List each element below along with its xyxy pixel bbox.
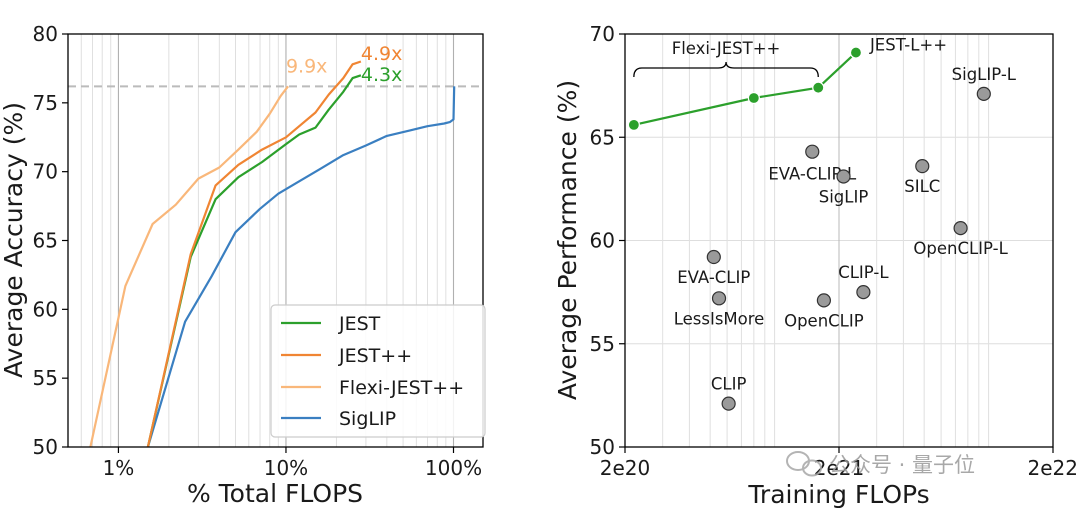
point-lessismore [711, 291, 727, 306]
point-eva-clip [706, 249, 721, 265]
series-line-flexi-jestpp [89, 85, 289, 447]
point-label-silc: SILC [904, 177, 940, 196]
right-chart-ticks: 50 55 60 65 70 2e20 2e21 2e22 [590, 22, 1078, 480]
series-label-flexi-jestpp: Flexi-JEST++ [672, 39, 781, 58]
point-label-eva-clip: EVA-CLIP [677, 268, 750, 287]
series-line-siglip [146, 86, 456, 447]
point-label-clip: CLIP [711, 375, 747, 394]
point-openclip [816, 293, 831, 308]
series-line-jestpp [146, 60, 362, 447]
legend-box [270, 304, 486, 438]
x-tick-label: 1% [103, 456, 135, 480]
point-silc [915, 159, 930, 174]
y-tick-label: 80 [33, 22, 58, 46]
point-siglip-l [976, 86, 991, 101]
legend-label-jestpp: JEST++ [338, 345, 412, 367]
watermark-text: 公众号 · 量子位 [829, 453, 975, 477]
performance-vs-training-flops-chart: SigLIP-L EVA-CLIP-L SigLIP SILC OpenCLIP-L EV… [553, 22, 1078, 509]
jest-marker [747, 91, 760, 105]
x-tick-label: 100% [425, 456, 482, 480]
right-x-axis-title: Training FLOPs [747, 480, 929, 509]
left-chart-series [89, 60, 456, 447]
jest-marker [849, 46, 863, 59]
legend-label-jest: JEST [338, 313, 381, 335]
y-tick-label: 60 [33, 297, 58, 321]
point-label-eva-clip-l: EVA-CLIP-L [768, 165, 857, 184]
point-siglip [836, 169, 851, 184]
accuracy-vs-flops-chart: 50 55 60 65 70 75 80 1% 10% 100% 9.9x 4.9x 4.3x J… [0, 22, 486, 508]
point-label-openclip-l: OpenCLIP-L [913, 239, 1008, 258]
right-chart-series [627, 46, 863, 131]
left-x-axis-title: % Total FLOPS [187, 479, 363, 508]
legend-label-flexi: Flexi-JEST++ [339, 377, 464, 399]
right-y-axis-title: Average Performance (%) [553, 80, 582, 400]
x-tick-label: 10% [264, 456, 308, 480]
speedup-annotations: 9.9x 4.9x 4.3x [286, 43, 402, 86]
y-tick-label: 50 [33, 435, 58, 459]
y-tick-label: 70 [33, 160, 58, 184]
y-tick-label: 60 [590, 229, 615, 253]
flexi-bracket [633, 61, 819, 78]
jest-marker [812, 81, 825, 94]
series-line-jest [146, 74, 362, 447]
wechat-icon [786, 451, 822, 477]
point-label-lessismore: LessIsMore [674, 309, 765, 328]
y-tick-label: 65 [33, 229, 58, 253]
left-y-axis-title: Average Accuracy (%) [0, 102, 28, 378]
x-tick-label: 2e22 [1028, 456, 1078, 480]
x-tick-label: 2e20 [600, 456, 650, 480]
point-label-siglip-l: SigLIP-L [952, 65, 1017, 84]
annotation-flexi-speedup: 9.9x [286, 56, 327, 78]
annotation-jestpp-speedup: 4.9x [361, 43, 402, 65]
x-tick-label: 2e21 [814, 456, 864, 480]
jest-marker [627, 118, 640, 131]
y-tick-label: 75 [33, 91, 58, 115]
legend-label-siglip: SigLIP [339, 408, 396, 430]
y-tick-label: 55 [33, 366, 58, 390]
point-openclip-l [953, 221, 968, 236]
y-tick-label: 55 [590, 332, 615, 356]
y-tick-label: 70 [590, 22, 615, 46]
series-label-jest-lpp: JEST-L++ [869, 36, 947, 55]
point-label-siglip: SigLIP [819, 187, 869, 206]
point-label-openclip: OpenCLIP [784, 311, 864, 330]
y-tick-label: 50 [590, 435, 615, 459]
legend: JEST JEST++ Flexi-JEST++ SigLIP [270, 304, 486, 438]
point-clip-l [856, 285, 871, 300]
left-chart-ticks: 50 55 60 65 70 75 80 1% 10% 100% [33, 22, 483, 480]
point-label-clip-l: CLIP-L [838, 263, 889, 282]
point-clip [721, 396, 736, 411]
series-line-jest [633, 51, 857, 126]
watermark: 公众号 · 量子位 [786, 451, 975, 477]
point-eva-clip-l [805, 144, 820, 159]
y-tick-label: 65 [590, 125, 615, 149]
model-points: SigLIP-L EVA-CLIP-L SigLIP SILC OpenCLIP-L EV… [674, 65, 1017, 411]
annotation-jest-speedup: 4.3x [361, 64, 402, 86]
bracket-path [633, 61, 819, 78]
